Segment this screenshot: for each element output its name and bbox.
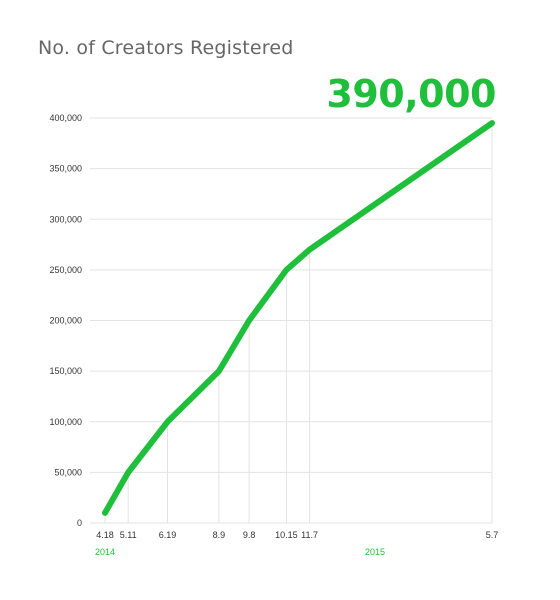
x-tick-label: 8.9 [213,530,226,540]
chart-title: No. of Creators Registered [38,37,294,59]
y-tick-label: 350,000 [49,164,82,174]
x-tick-label: 5.11 [120,530,137,540]
y-tick-label: 250,000 [49,265,82,275]
x-tick-label: 10.15 [275,530,298,540]
y-tick-label: 200,000 [49,316,82,326]
y-tick-label: 300,000 [49,214,82,224]
x-tick-label: 11.7 [301,530,318,540]
x-tick-label: 9.8 [243,530,256,540]
headline-value: 390,000 [326,72,496,116]
series-line [102,120,495,516]
year-label: 2015 [365,547,385,557]
y-tick-label: 400,000 [49,113,82,123]
year-label: 2014 [95,547,115,557]
y-tick-label: 100,000 [49,417,82,427]
y-tick-label: 50,000 [54,467,82,477]
x-tick-label: 6.19 [159,530,177,540]
y-tick-label: 0 [77,518,82,528]
x-tick-label: 5.7 [486,530,499,540]
y-tick-label: 150,000 [49,366,82,376]
x-tick-label: 4.18 [96,530,114,540]
